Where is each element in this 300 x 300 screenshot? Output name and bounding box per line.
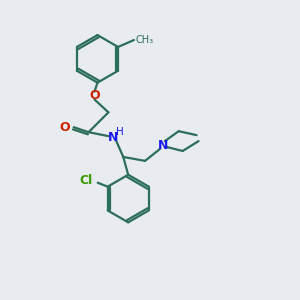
Text: O: O — [89, 89, 100, 102]
Text: H: H — [116, 127, 124, 137]
Text: Cl: Cl — [80, 174, 93, 187]
Text: N: N — [158, 139, 168, 152]
Text: N: N — [108, 130, 118, 144]
Text: CH₃: CH₃ — [136, 35, 154, 45]
Text: O: O — [59, 121, 70, 134]
